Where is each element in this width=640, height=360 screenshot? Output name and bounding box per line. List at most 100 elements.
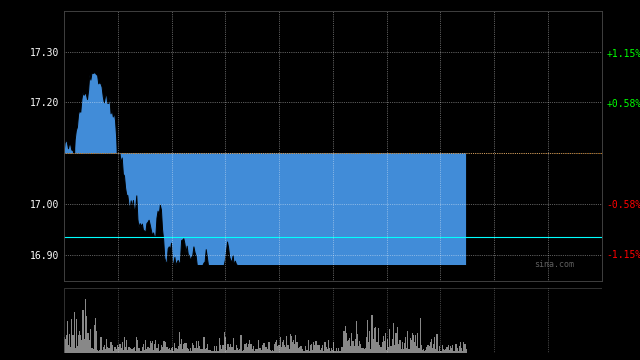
Bar [221, 349, 223, 353]
Bar [104, 345, 105, 353]
Bar [265, 347, 266, 353]
Bar [212, 351, 214, 353]
Bar [145, 340, 147, 353]
Bar [300, 346, 301, 353]
Bar [404, 343, 405, 353]
Bar [357, 334, 358, 353]
Bar [287, 345, 289, 353]
Bar [308, 351, 310, 353]
Bar [333, 342, 335, 353]
Bar [444, 350, 445, 353]
Bar [218, 351, 219, 353]
Bar [426, 347, 428, 353]
Bar [170, 350, 171, 353]
Bar [93, 325, 95, 353]
Bar [247, 347, 248, 353]
Bar [303, 351, 304, 353]
Bar [70, 347, 71, 353]
Bar [459, 346, 460, 353]
Bar [285, 347, 286, 353]
Bar [118, 347, 120, 353]
Bar [424, 351, 425, 353]
Bar [275, 342, 276, 353]
Bar [157, 344, 159, 353]
Bar [106, 339, 107, 353]
Bar [129, 348, 131, 353]
Bar [238, 350, 239, 353]
Bar [96, 330, 97, 353]
Bar [330, 351, 331, 353]
Bar [105, 350, 106, 353]
Bar [436, 334, 438, 353]
Bar [141, 351, 142, 353]
Bar [256, 349, 257, 353]
Bar [140, 351, 141, 353]
Bar [135, 351, 136, 353]
Bar [228, 344, 229, 353]
Bar [293, 340, 294, 353]
Bar [71, 319, 72, 353]
Bar [66, 336, 67, 353]
Bar [226, 351, 227, 353]
Bar [346, 333, 347, 353]
Bar [463, 342, 465, 353]
Bar [168, 349, 169, 353]
Bar [262, 345, 263, 353]
Bar [153, 350, 154, 353]
Bar [227, 344, 228, 353]
Bar [441, 351, 442, 353]
Bar [134, 347, 135, 353]
Bar [84, 299, 86, 353]
Bar [143, 345, 144, 353]
Bar [274, 344, 275, 353]
Bar [81, 339, 83, 353]
Bar [387, 339, 388, 353]
Bar [431, 339, 432, 353]
Bar [372, 339, 374, 353]
Bar [68, 345, 69, 353]
Bar [342, 347, 344, 353]
Bar [161, 345, 162, 353]
Bar [123, 350, 124, 353]
Bar [248, 343, 250, 353]
Bar [190, 348, 191, 353]
Bar [246, 343, 247, 353]
Bar [282, 342, 283, 353]
Bar [86, 316, 87, 353]
Bar [390, 346, 392, 353]
Bar [269, 350, 271, 353]
Bar [126, 339, 127, 353]
Bar [281, 347, 282, 353]
Bar [359, 341, 360, 353]
Bar [147, 347, 148, 353]
Bar [65, 339, 66, 353]
Bar [321, 348, 322, 353]
Bar [299, 347, 300, 353]
Bar [178, 346, 179, 353]
Bar [452, 345, 453, 353]
Bar [216, 346, 217, 353]
Bar [460, 342, 461, 353]
Bar [375, 327, 376, 353]
Bar [465, 349, 467, 353]
Bar [200, 349, 201, 353]
Bar [449, 350, 450, 353]
Text: sina.com: sina.com [534, 260, 574, 269]
Bar [154, 344, 156, 353]
Bar [113, 351, 114, 353]
Bar [445, 349, 447, 353]
Bar [72, 335, 74, 353]
Bar [314, 345, 316, 353]
Bar [335, 348, 337, 353]
Bar [458, 351, 459, 353]
Bar [92, 348, 93, 353]
Bar [438, 346, 440, 353]
Bar [114, 347, 115, 353]
Bar [217, 351, 218, 353]
Bar [230, 344, 232, 353]
Bar [453, 351, 454, 353]
Bar [69, 334, 70, 353]
Bar [239, 349, 241, 353]
Bar [401, 349, 402, 353]
Bar [298, 347, 299, 353]
